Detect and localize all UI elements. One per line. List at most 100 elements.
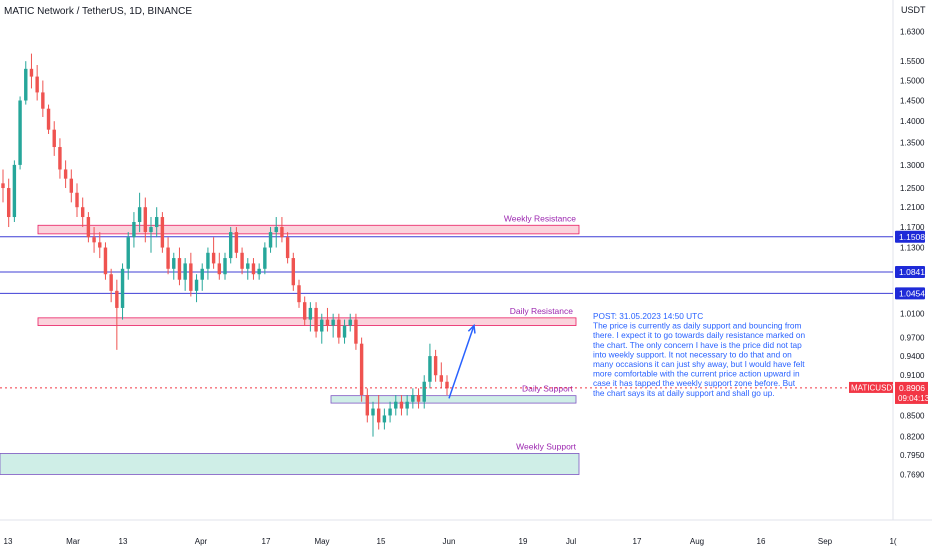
y-tick-label: 1.4000 [900, 117, 925, 126]
candle-body [46, 108, 51, 130]
y-tick-label: 1.1300 [900, 244, 925, 253]
candle-body [154, 217, 159, 228]
horizontal-lines [0, 236, 893, 294]
note-line: case it has tapped the weekly support zo… [593, 378, 796, 388]
candle-body [177, 258, 182, 280]
candle-body [149, 227, 153, 233]
candle-body [189, 263, 193, 291]
chart-title: MATIC Network / TetherUS, 1D, BINANCE [4, 6, 192, 17]
y-tick-label: 1.1700 [900, 223, 925, 232]
hline-tag-bg-0 [895, 230, 925, 243]
note-line: there. I expect it to go towards daily r… [593, 330, 806, 340]
y-axis: 1.6300 1.5500 1.5000 1.4500 1.4000 1.3500 1.30… [900, 28, 925, 480]
y-tick-label: 0.7690 [900, 471, 925, 480]
weekly-support-zone [0, 453, 580, 475]
last-price-symbol: MATICUSDT [851, 383, 897, 392]
candle-body [75, 192, 79, 208]
candle-body [439, 375, 444, 382]
candle-body [354, 319, 358, 344]
x-tick-label: Apr [195, 537, 208, 546]
candle-body [206, 252, 210, 269]
y-tick-label: 1.6300 [900, 28, 925, 37]
note-line: into weekly support. It not necessary to… [593, 349, 792, 359]
candle-body [314, 307, 318, 332]
candle-body [166, 247, 170, 269]
candle-body [63, 169, 68, 179]
last-price-tag: MATICUSDT 0.8906 09:04:13 [0, 381, 930, 404]
note-line: the chart says its at daily support and … [593, 388, 775, 398]
candle-body [411, 394, 415, 402]
y-tick-label: 1.2100 [900, 203, 925, 212]
candle-body [223, 258, 227, 275]
candle-body [433, 356, 438, 376]
candle-body [240, 252, 244, 269]
hline-tag-bg-2 [895, 287, 925, 300]
weekly-resistance-zone [37, 224, 580, 235]
candle-body [160, 217, 165, 248]
x-axis: 13 Mar 13 Apr 17 May 15 Jun 19 Jul 17 Aug 16 Sep 1( [4, 537, 897, 546]
candle-body [234, 232, 239, 253]
candle-body [371, 408, 375, 416]
note-line: The price is currently as daily support … [593, 321, 802, 331]
candle-body [365, 394, 370, 416]
candle-body [280, 227, 284, 238]
candle-body [103, 247, 108, 275]
candle-body [274, 227, 278, 233]
candle-body [416, 394, 421, 402]
y-tick-label: 1.2500 [900, 184, 925, 193]
last-price-countdown: 09:04:13 [898, 394, 930, 403]
x-tick-label: 19 [519, 537, 528, 546]
zones: Weekly Resistance Daily Resistance Daily S… [0, 213, 580, 475]
candle-body [143, 207, 148, 233]
candle-body [200, 268, 204, 280]
candle-body [69, 178, 74, 193]
projection-arrow [448, 323, 476, 399]
candle-body [405, 401, 409, 409]
candle-body [80, 207, 85, 218]
weekly-support-zone-label: Weekly Support [516, 441, 576, 451]
y-tick-label: 0.9400 [900, 352, 925, 361]
candle-body [115, 290, 119, 308]
candle-body [172, 258, 176, 269]
candle-body [132, 222, 136, 238]
candle-body [211, 252, 216, 264]
candle-body [342, 325, 347, 338]
candle-body [35, 76, 39, 93]
daily-resistance-zone [37, 317, 577, 326]
x-tick-label: Jun [443, 537, 456, 546]
candle-body [52, 129, 56, 148]
hline-tags: 1.1508 1.0841 1.0454 [895, 230, 925, 300]
candle-body [422, 381, 426, 402]
candle-body [297, 285, 301, 303]
arrow-head [467, 323, 476, 334]
candle-body [257, 268, 261, 275]
y-tick-label: 0.8500 [900, 411, 925, 420]
note-line: many occasions it can just shy away, but… [593, 359, 805, 369]
candle-body [268, 232, 273, 248]
x-tick-label: 15 [377, 537, 386, 546]
note-line: the chart. The only concern I have is th… [593, 340, 802, 350]
candle-body [376, 408, 381, 423]
candle-body [12, 164, 17, 218]
candle-body [98, 242, 102, 248]
candle-body [285, 237, 290, 259]
weekly-resistance-zone-label: Weekly Resistance [504, 213, 576, 223]
candle-body [263, 247, 267, 269]
candle-body [86, 217, 91, 238]
y-tick-label: 1.4500 [900, 97, 925, 106]
candle-body [359, 343, 364, 395]
candle-body [217, 263, 222, 275]
y-tick-label: 0.8200 [900, 433, 925, 442]
currency-label: USDT [901, 5, 926, 15]
candle-body [6, 188, 11, 218]
y-tick-label: 1.0100 [900, 310, 925, 319]
candle-body [382, 415, 387, 423]
candle-body [399, 401, 404, 409]
candle-body [394, 401, 398, 409]
candle-body [337, 319, 341, 338]
hline-tag-bg-1 [895, 265, 925, 278]
candle-body [29, 68, 34, 77]
y-tick-label: 0.9100 [900, 371, 925, 380]
x-tick-label: 13 [119, 537, 128, 546]
